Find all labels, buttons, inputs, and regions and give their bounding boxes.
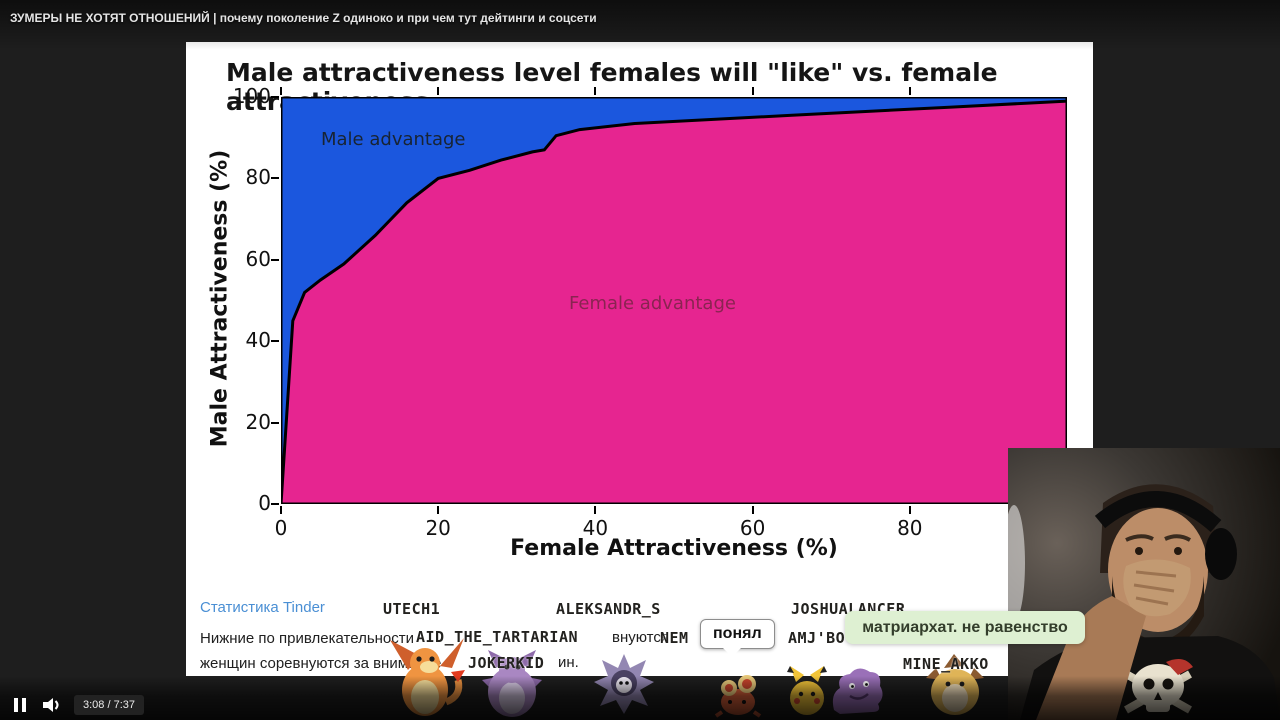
- tick-label: 0: [274, 516, 288, 540]
- tick-label: 60: [739, 516, 766, 540]
- article-paragraph: Нижние по привлекательности женщин сорев…: [200, 626, 820, 676]
- overlay-username: UTECH1: [383, 600, 441, 618]
- mute-button[interactable]: [42, 696, 62, 714]
- boundary-line: [281, 99, 1067, 504]
- tick-mark: [437, 87, 440, 95]
- chat-message-box: матриархат. не равенство: [845, 611, 1085, 644]
- paragraph-line-2: женщин соревнуются за внимание: [200, 655, 442, 672]
- chart-x-axis-label: Female Attractiveness (%): [510, 536, 838, 561]
- tick-mark: [751, 87, 754, 95]
- bottom-gradient-overlay: [0, 676, 1280, 720]
- time-display: 3:08 / 7:37: [74, 695, 144, 715]
- paragraph-line-1: Нижние по привлекательности: [200, 630, 415, 647]
- overlay-username: ALEKSANDR_S: [556, 600, 661, 618]
- tick-mark: [908, 87, 911, 95]
- tick-label: 80: [245, 165, 271, 190]
- tick-mark: [594, 87, 597, 95]
- video-title: ЗУМЕРЫ НЕ ХОТЯТ ОТНОШЕНИЙ | почему покол…: [10, 11, 597, 25]
- paragraph-fragment: внуются: [612, 629, 669, 646]
- player-controls: 3:08 / 7:37: [10, 695, 144, 715]
- tick-mark: [437, 506, 440, 514]
- chart-plot-area: Male advantage Female advantage: [281, 97, 1067, 504]
- tick-label: 60: [245, 246, 271, 271]
- tick-label: 40: [245, 328, 271, 353]
- browser-page: Male attractiveness level females will "…: [186, 42, 1093, 676]
- tick-mark: [271, 340, 279, 343]
- female-region: [281, 101, 1067, 504]
- volume-icon: [43, 698, 59, 712]
- tick-label: 20: [425, 516, 451, 540]
- pause-button[interactable]: [10, 696, 30, 714]
- tick-mark: [908, 506, 911, 514]
- tick-label: 20: [245, 409, 271, 434]
- headphones-cup: [1205, 528, 1237, 580]
- tick-mark: [280, 87, 282, 95]
- overlay-username: NEM: [660, 629, 689, 647]
- male-advantage-label: Male advantage: [321, 129, 466, 150]
- top-gradient-overlay: [0, 0, 1280, 50]
- tick-mark: [271, 96, 279, 98]
- tick-label: 40: [582, 516, 609, 540]
- tick-mark: [271, 503, 279, 505]
- overlay-username: AID_THE_TARTARIAN: [416, 628, 579, 646]
- speech-bubble: понял: [700, 619, 775, 657]
- tick-mark: [271, 421, 279, 424]
- light-flare: [1008, 505, 1025, 621]
- tick-mark: [594, 506, 597, 514]
- tick-mark: [280, 506, 282, 514]
- headphones-band: [1094, 491, 1222, 533]
- tick-mark: [751, 506, 754, 514]
- tick-label: 80: [897, 516, 923, 540]
- tick-mark: [271, 177, 279, 180]
- tick-mark: [271, 258, 279, 261]
- source-link[interactable]: Статистика Tinder: [200, 599, 325, 616]
- overlay-username: MINE_AKKO: [903, 655, 989, 673]
- female-advantage-label: Female advantage: [569, 293, 736, 314]
- overlay-username: AMJ'BO: [788, 629, 846, 647]
- overlay-username: JOKERKID: [468, 654, 545, 672]
- tick-label: 0: [258, 491, 271, 515]
- paragraph-fragment: ин.: [558, 654, 579, 671]
- chart-svg: [281, 97, 1067, 504]
- tick-label: 100: [232, 84, 271, 108]
- pause-icon: [14, 698, 26, 712]
